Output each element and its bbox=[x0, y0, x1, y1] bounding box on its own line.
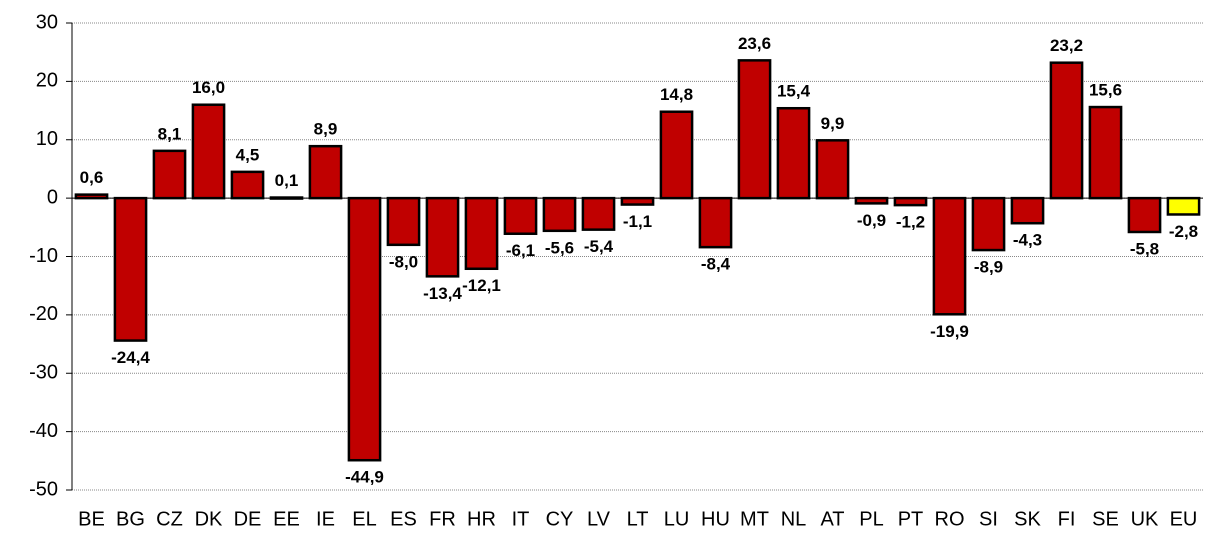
bar bbox=[191, 103, 226, 200]
value-label: -24,4 bbox=[111, 348, 150, 367]
value-label: 14,8 bbox=[660, 85, 693, 104]
value-label: -2,8 bbox=[1169, 222, 1198, 241]
x-tick-label: HU bbox=[701, 508, 730, 530]
bar bbox=[74, 193, 109, 200]
x-tick-label: EE bbox=[273, 508, 300, 530]
bar bbox=[1166, 196, 1201, 216]
bar bbox=[542, 196, 577, 233]
x-tick-label: FI bbox=[1058, 508, 1076, 530]
x-tick-label: SK bbox=[1014, 508, 1041, 530]
x-tick-label: LU bbox=[664, 508, 690, 530]
bar bbox=[854, 196, 889, 205]
y-tick-label: -20 bbox=[29, 303, 58, 325]
x-tick-label: DK bbox=[195, 508, 223, 530]
bar bbox=[620, 196, 655, 206]
bar bbox=[425, 196, 460, 278]
x-tick-label: PL bbox=[859, 508, 883, 530]
x-tick-label: SE bbox=[1092, 508, 1119, 530]
bar bbox=[893, 196, 928, 207]
bar bbox=[1049, 61, 1084, 200]
y-tick-label: 0 bbox=[47, 186, 58, 208]
value-label: -0,9 bbox=[857, 211, 886, 230]
value-label: 23,2 bbox=[1050, 36, 1083, 55]
bar bbox=[386, 196, 421, 247]
bar bbox=[776, 106, 811, 200]
x-tick-label: AT bbox=[820, 508, 844, 530]
value-label: -1,1 bbox=[623, 212, 652, 231]
x-tick-label: BG bbox=[116, 508, 145, 530]
bar bbox=[1088, 105, 1123, 200]
x-tick-label: EU bbox=[1170, 508, 1198, 530]
bar bbox=[230, 170, 265, 200]
value-label: -1,2 bbox=[896, 213, 925, 232]
bar bbox=[503, 196, 538, 235]
bar bbox=[581, 196, 616, 231]
bar bbox=[308, 144, 343, 200]
x-tick-label: ES bbox=[390, 508, 417, 530]
x-tick-label: CY bbox=[546, 508, 574, 530]
x-tick-label: LV bbox=[587, 508, 611, 530]
bar bbox=[464, 196, 499, 271]
value-label: -6,1 bbox=[506, 241, 535, 260]
value-label: -44,9 bbox=[345, 468, 384, 487]
x-tick-label: MT bbox=[740, 508, 769, 530]
value-label: 9,9 bbox=[821, 114, 845, 133]
x-tick-label: RO bbox=[935, 508, 965, 530]
bar bbox=[737, 59, 772, 200]
value-label: 15,6 bbox=[1089, 81, 1122, 100]
bar bbox=[113, 196, 148, 342]
y-tick-label: -40 bbox=[29, 420, 58, 442]
value-label: -5,6 bbox=[545, 238, 574, 257]
bar bbox=[1127, 196, 1162, 234]
x-tick-label: PT bbox=[898, 508, 924, 530]
value-label: -19,9 bbox=[930, 322, 969, 341]
value-label: -8,0 bbox=[389, 252, 418, 271]
bar bbox=[815, 139, 850, 200]
x-tick-label: CZ bbox=[156, 508, 183, 530]
y-tick-label: -50 bbox=[29, 478, 58, 500]
y-tick-label: 20 bbox=[36, 70, 58, 92]
value-label: -12,1 bbox=[462, 276, 501, 295]
x-tick-label: UK bbox=[1131, 508, 1159, 530]
bar bbox=[1010, 196, 1045, 225]
x-tick-label: IT bbox=[512, 508, 530, 530]
y-tick-label: 10 bbox=[36, 128, 58, 150]
x-tick-label: EL bbox=[352, 508, 376, 530]
value-label: -8,4 bbox=[701, 255, 731, 274]
bar bbox=[152, 149, 187, 200]
value-label: 4,5 bbox=[236, 145, 260, 164]
value-label: -5,4 bbox=[584, 237, 614, 256]
x-tick-label: DE bbox=[234, 508, 262, 530]
x-tick-label: BE bbox=[78, 508, 105, 530]
x-tick-label: HR bbox=[467, 508, 496, 530]
y-tick-label: -30 bbox=[29, 362, 58, 384]
value-label: 23,6 bbox=[738, 34, 771, 53]
value-label: -13,4 bbox=[423, 284, 462, 303]
y-tick-label: -10 bbox=[29, 245, 58, 267]
bar bbox=[971, 196, 1006, 252]
bar bbox=[269, 196, 304, 200]
bar bbox=[347, 196, 382, 462]
value-label: 15,4 bbox=[777, 82, 811, 101]
value-label: -8,9 bbox=[974, 258, 1003, 277]
bar bbox=[932, 196, 967, 316]
value-label: 16,0 bbox=[192, 78, 225, 97]
x-tick-label: NL bbox=[781, 508, 807, 530]
value-label: -4,3 bbox=[1013, 231, 1042, 250]
x-tick-label: SI bbox=[979, 508, 998, 530]
x-tick-label: IE bbox=[316, 508, 335, 530]
value-label: 8,9 bbox=[314, 120, 338, 139]
bar bbox=[698, 196, 733, 249]
bar bbox=[659, 110, 694, 200]
x-tick-label: FR bbox=[429, 508, 456, 530]
value-label: 0,6 bbox=[80, 168, 104, 187]
x-tick-label: LT bbox=[627, 508, 649, 530]
y-tick-label: 30 bbox=[36, 11, 58, 33]
value-label: 0,1 bbox=[275, 171, 299, 190]
value-label: -5,8 bbox=[1130, 239, 1159, 258]
value-label: 8,1 bbox=[158, 124, 182, 143]
